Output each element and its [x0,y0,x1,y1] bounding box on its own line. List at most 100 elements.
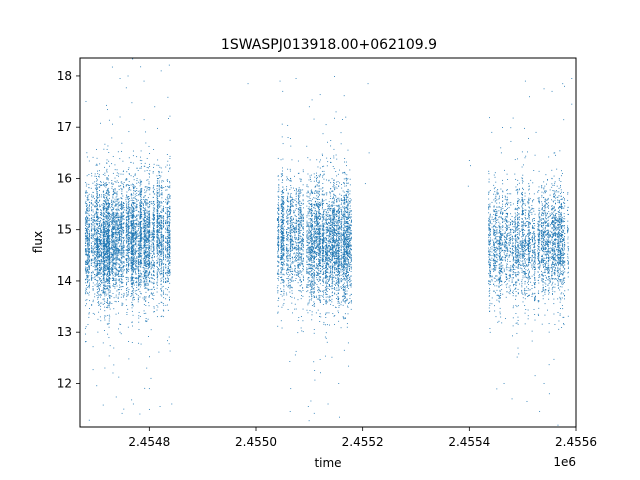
data-point [101,204,103,206]
data-point [132,267,133,269]
data-point [118,240,120,242]
data-point [107,279,109,281]
data-point [145,312,147,314]
data-point [138,269,140,271]
data-point [104,292,106,294]
data-point [148,207,150,209]
data-point [119,231,121,233]
data-point [120,286,122,288]
data-point [145,264,147,265]
data-point [85,289,87,291]
data-point [95,206,97,207]
data-point [92,286,94,287]
data-point [136,250,138,252]
data-point [126,219,127,221]
data-point [116,256,118,258]
data-point [131,291,133,292]
data-point [116,243,118,245]
data-point [143,277,145,279]
data-point [86,277,88,279]
data-point [142,203,144,205]
data-point [114,220,116,222]
data-point [131,222,133,224]
data-point [116,238,118,240]
data-point [122,232,124,234]
data-point [116,237,118,238]
data-point [134,173,136,175]
data-point [146,186,148,188]
data-point [121,304,123,306]
data-point [142,219,144,221]
data-point [144,210,146,212]
data-point [144,235,146,237]
data-point [100,252,102,254]
data-point [94,198,95,200]
data-point [128,264,129,266]
data-point [116,175,118,176]
data-point [85,341,87,342]
data-point [111,233,113,235]
data-point [111,229,113,231]
data-point [104,301,106,303]
data-point [90,258,92,260]
data-point [104,205,106,207]
data-point [103,205,105,207]
data-point [103,245,105,246]
data-point [118,231,119,233]
data-point [117,226,119,228]
data-point [144,258,146,259]
data-point [143,238,145,240]
data-point [143,236,145,238]
data-point [121,256,122,258]
data-point [128,207,130,208]
data-point [87,254,89,255]
data-point [97,259,99,261]
data-point [118,267,120,269]
data-point [121,256,123,258]
data-point [96,269,98,271]
data-point [148,215,150,217]
data-point [133,235,135,237]
data-point [135,232,136,234]
data-point [112,253,114,255]
data-point [97,302,99,303]
data-point [98,248,100,250]
data-point [92,282,94,284]
data-point [131,283,133,285]
data-point [91,233,92,235]
data-point [103,209,105,211]
data-point [86,208,88,210]
data-point [140,156,141,158]
data-point [89,240,91,242]
data-point [87,232,89,234]
data-point [101,282,102,284]
data-point [109,277,111,279]
data-point [104,264,106,266]
data-point [102,174,104,175]
data-point [105,185,107,186]
data-point [128,217,130,219]
data-point [101,194,103,196]
data-point [113,213,114,214]
data-point [133,240,134,242]
data-point [89,236,90,238]
data-point [116,251,118,253]
data-point [143,224,145,226]
data-point [140,191,142,192]
data-point [132,224,134,226]
data-point [96,291,98,293]
data-point [102,224,104,226]
data-point [139,185,141,187]
data-point [139,255,141,257]
data-point [96,283,98,285]
data-point [86,261,88,263]
data-point [108,290,110,292]
data-point [95,210,97,212]
data-point [132,276,134,278]
data-point [142,207,144,209]
data-point [98,311,100,313]
data-point [132,282,134,284]
data-point [133,288,135,290]
data-point [106,203,108,204]
data-point [113,213,115,215]
